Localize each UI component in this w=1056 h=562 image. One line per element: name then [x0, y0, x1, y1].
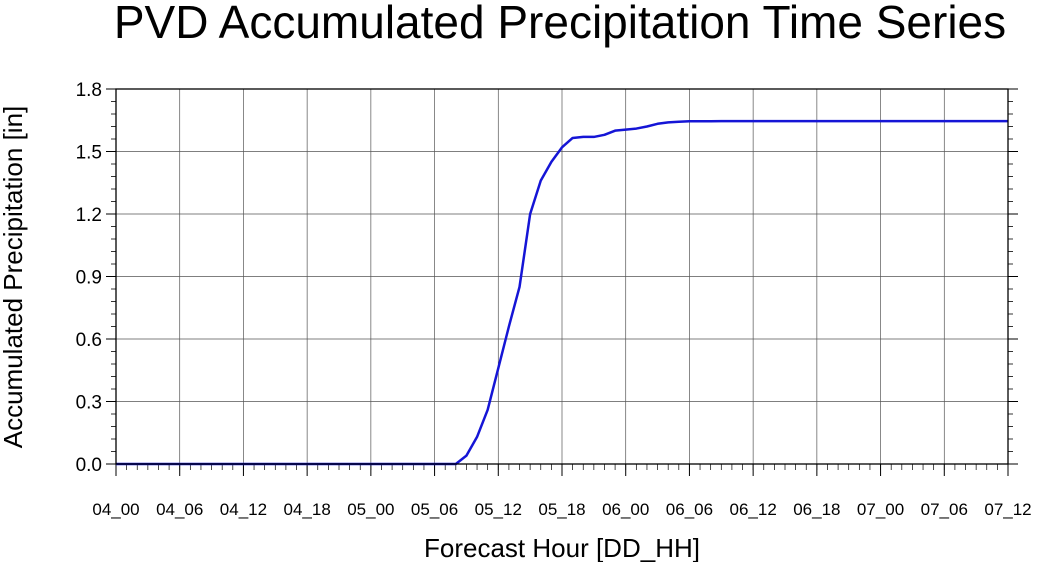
plot-frame: [115, 88, 1009, 465]
x-tick-label: 05_12: [475, 500, 522, 519]
x-tick-label: 06_00: [602, 500, 649, 519]
x-tick-label: 04_18: [284, 500, 331, 519]
x-tick-label: 07_12: [984, 500, 1031, 519]
x-tick-label: 06_06: [666, 500, 713, 519]
y-tick-label: 1.8: [76, 80, 102, 101]
x-tick-label: 04_06: [156, 500, 203, 519]
x-tick-label: 06_12: [730, 500, 777, 519]
x-tick-label: 05_06: [411, 500, 458, 519]
x-tick-label: 04_12: [220, 500, 267, 519]
chart-title: PVD Accumulated Precipitation Time Serie…: [114, 0, 1006, 48]
x-axis-label: Forecast Hour [DD_HH]: [424, 533, 700, 562]
x-tick-label: 05_18: [538, 500, 585, 519]
y-tick-label: 1.2: [76, 205, 102, 226]
x-tick-label: 06_18: [793, 500, 840, 519]
y-tick-label: 0.3: [76, 393, 102, 414]
x-tick-label: 04_00: [92, 500, 139, 519]
major-ticks: [106, 88, 1018, 476]
x-tick-label: 05_00: [347, 500, 394, 519]
y-tick-label: 0.6: [76, 330, 102, 351]
grid: [115, 88, 1009, 465]
y-tick-label: 1.5: [76, 143, 102, 164]
y-tick-label: 0.0: [76, 455, 102, 476]
x-tick-label: 07_00: [857, 500, 904, 519]
x-tick-labels: 04_00 04_06 04_12 04_18 05_00 05_06 05_12 05_18…: [92, 500, 1031, 519]
y-axis-label: Accumulated Precipitation [in]: [0, 106, 28, 449]
x-tick-label: 07_06: [921, 500, 968, 519]
y-tick-label: 0.9: [76, 268, 102, 289]
y-tick-labels: 0.0 0.3 0.6 0.9 1.2 1.5 1.8: [76, 80, 102, 476]
